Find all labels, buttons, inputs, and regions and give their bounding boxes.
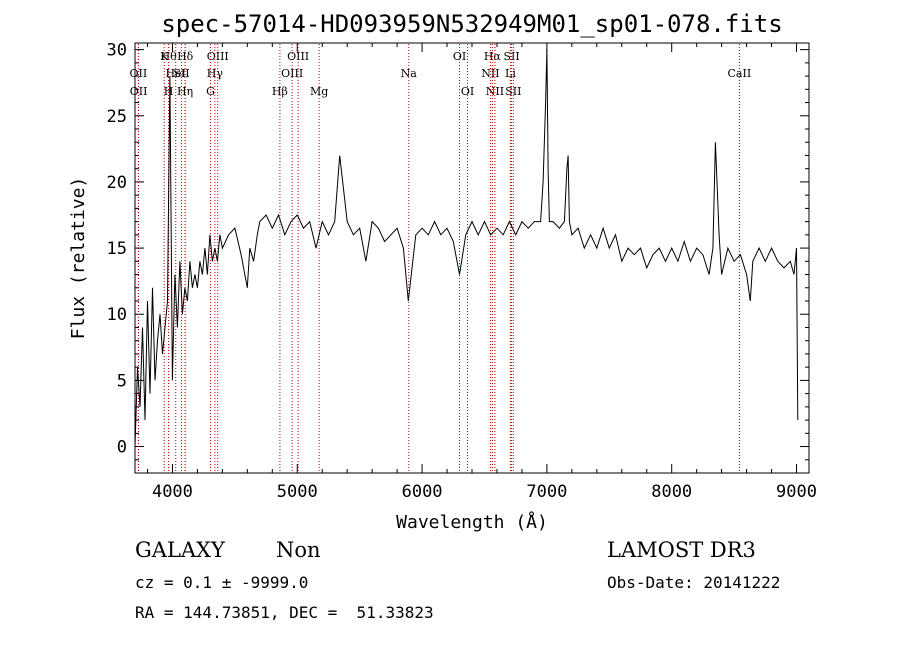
x-tick-label: 9000 — [776, 482, 817, 502]
survey-name: LAMOST DR3 — [607, 538, 756, 562]
obs-date: Obs-Date: 20141222 — [607, 573, 781, 592]
x-tick-label: 5000 — [277, 482, 318, 502]
x-tick-label: 8000 — [651, 482, 692, 502]
line-label: CaII — [728, 67, 752, 80]
y-tick-label: 20 — [107, 173, 127, 193]
y-tick-label: 5 — [117, 371, 127, 391]
line-label: Hγ — [207, 67, 224, 80]
line-label: OII — [130, 67, 148, 80]
line-label: HeI — [165, 67, 185, 80]
coordinates: RA = 144.73851, DEC = 51.33823 — [135, 603, 434, 622]
line-label: K — [160, 50, 169, 63]
line-label: Na — [401, 67, 418, 80]
y-tick-label: 15 — [107, 239, 127, 259]
line-label: SII — [173, 67, 189, 80]
line-label: Li — [505, 67, 516, 80]
line-label: H — [164, 85, 174, 98]
line-label: OI — [461, 85, 474, 98]
line-label: OIII — [287, 50, 309, 63]
y-tick-label: 25 — [107, 107, 127, 127]
redshift-line: cz = 0.1 ± -9999.0 — [135, 573, 309, 592]
line-label: OIII — [207, 50, 229, 63]
line-label: Hδ — [177, 50, 194, 63]
axis-ticks: 4000 5000 6000 7000 8000 9000 0 5 10 15 20 25 30 — [107, 41, 817, 502]
line-label: NII — [486, 85, 504, 98]
y-tick-label: 10 — [107, 305, 127, 325]
object-class: GALAXY — [135, 538, 225, 562]
line-label: G — [206, 85, 215, 98]
plot-frame — [134, 42, 810, 474]
x-tick-label: 7000 — [526, 482, 567, 502]
line-label: Hβ — [272, 85, 288, 98]
line-label: OII — [130, 85, 148, 98]
line-label: NII — [481, 67, 499, 80]
x-tick-label: 6000 — [402, 482, 443, 502]
y-tick-label: 30 — [107, 41, 127, 61]
line-label: SII — [505, 85, 521, 98]
line-label: Hα — [484, 50, 502, 63]
x-tick-label: 4000 — [152, 482, 193, 502]
line-label: OI — [453, 50, 466, 63]
line-label: SII — [503, 50, 519, 63]
object-subclass: Non — [276, 538, 321, 562]
y-axis-label: Flux (relative) — [68, 177, 89, 340]
x-axis-label: Wavelength (Å) — [396, 511, 548, 533]
line-label: Mg — [310, 85, 328, 98]
line-label: OIII — [281, 67, 303, 80]
y-tick-label: 0 — [117, 438, 127, 458]
chart-title: spec-57014-HD093959N532949M01_sp01-078.f… — [161, 10, 782, 38]
line-label: Hη — [177, 85, 193, 98]
spectrum-line — [134, 49, 799, 447]
